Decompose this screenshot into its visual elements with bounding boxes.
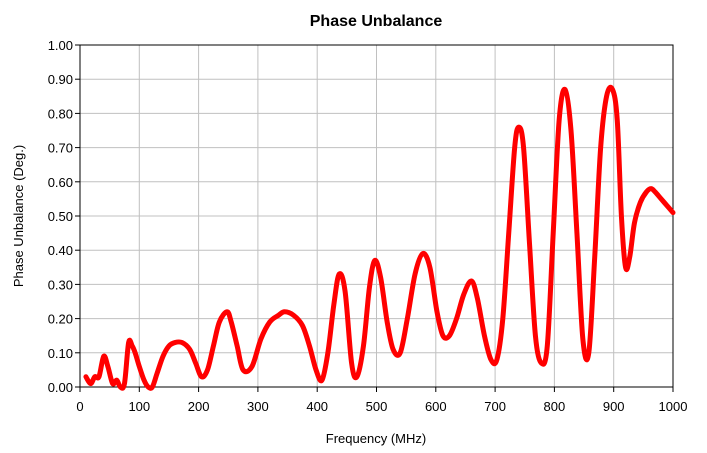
ticks: 0 100 200 300 400 500 600 700 800 900 1000 0.00 0.10… (48, 38, 688, 414)
phase-unbalance-series-line (83, 84, 676, 391)
y-tick-label: 0.60 (48, 175, 73, 190)
y-tick-label: 0.90 (48, 72, 73, 87)
x-tick-label: 900 (603, 399, 625, 414)
y-axis-label: Phase Unbalance (Deg.) (11, 145, 26, 287)
y-tick-label: 0.50 (48, 209, 73, 224)
x-tick-label: 600 (425, 399, 447, 414)
y-tick-label: 0.30 (48, 277, 73, 292)
x-tick-label: 200 (188, 399, 210, 414)
x-tick-label: 500 (366, 399, 388, 414)
y-tick-label: 0.20 (48, 312, 73, 327)
x-tick-label: 0 (76, 399, 83, 414)
x-axis-label: Frequency (MHz) (326, 431, 426, 446)
y-tick-label: 1.00 (48, 38, 73, 53)
x-tick-label: 400 (306, 399, 328, 414)
y-tick-label: 0.00 (48, 380, 73, 395)
y-tick-label: 0.80 (48, 106, 73, 121)
x-tick-label: 1000 (659, 399, 688, 414)
x-tick-label: 100 (128, 399, 150, 414)
x-tick-label: 800 (544, 399, 566, 414)
series-layer (83, 84, 676, 391)
y-tick-label: 0.10 (48, 346, 73, 361)
y-tick-label: 0.40 (48, 243, 73, 258)
chart-title: Phase Unbalance (310, 13, 443, 30)
x-tick-label: 700 (484, 399, 506, 414)
x-tick-label: 300 (247, 399, 269, 414)
y-tick-label: 0.70 (48, 141, 73, 156)
